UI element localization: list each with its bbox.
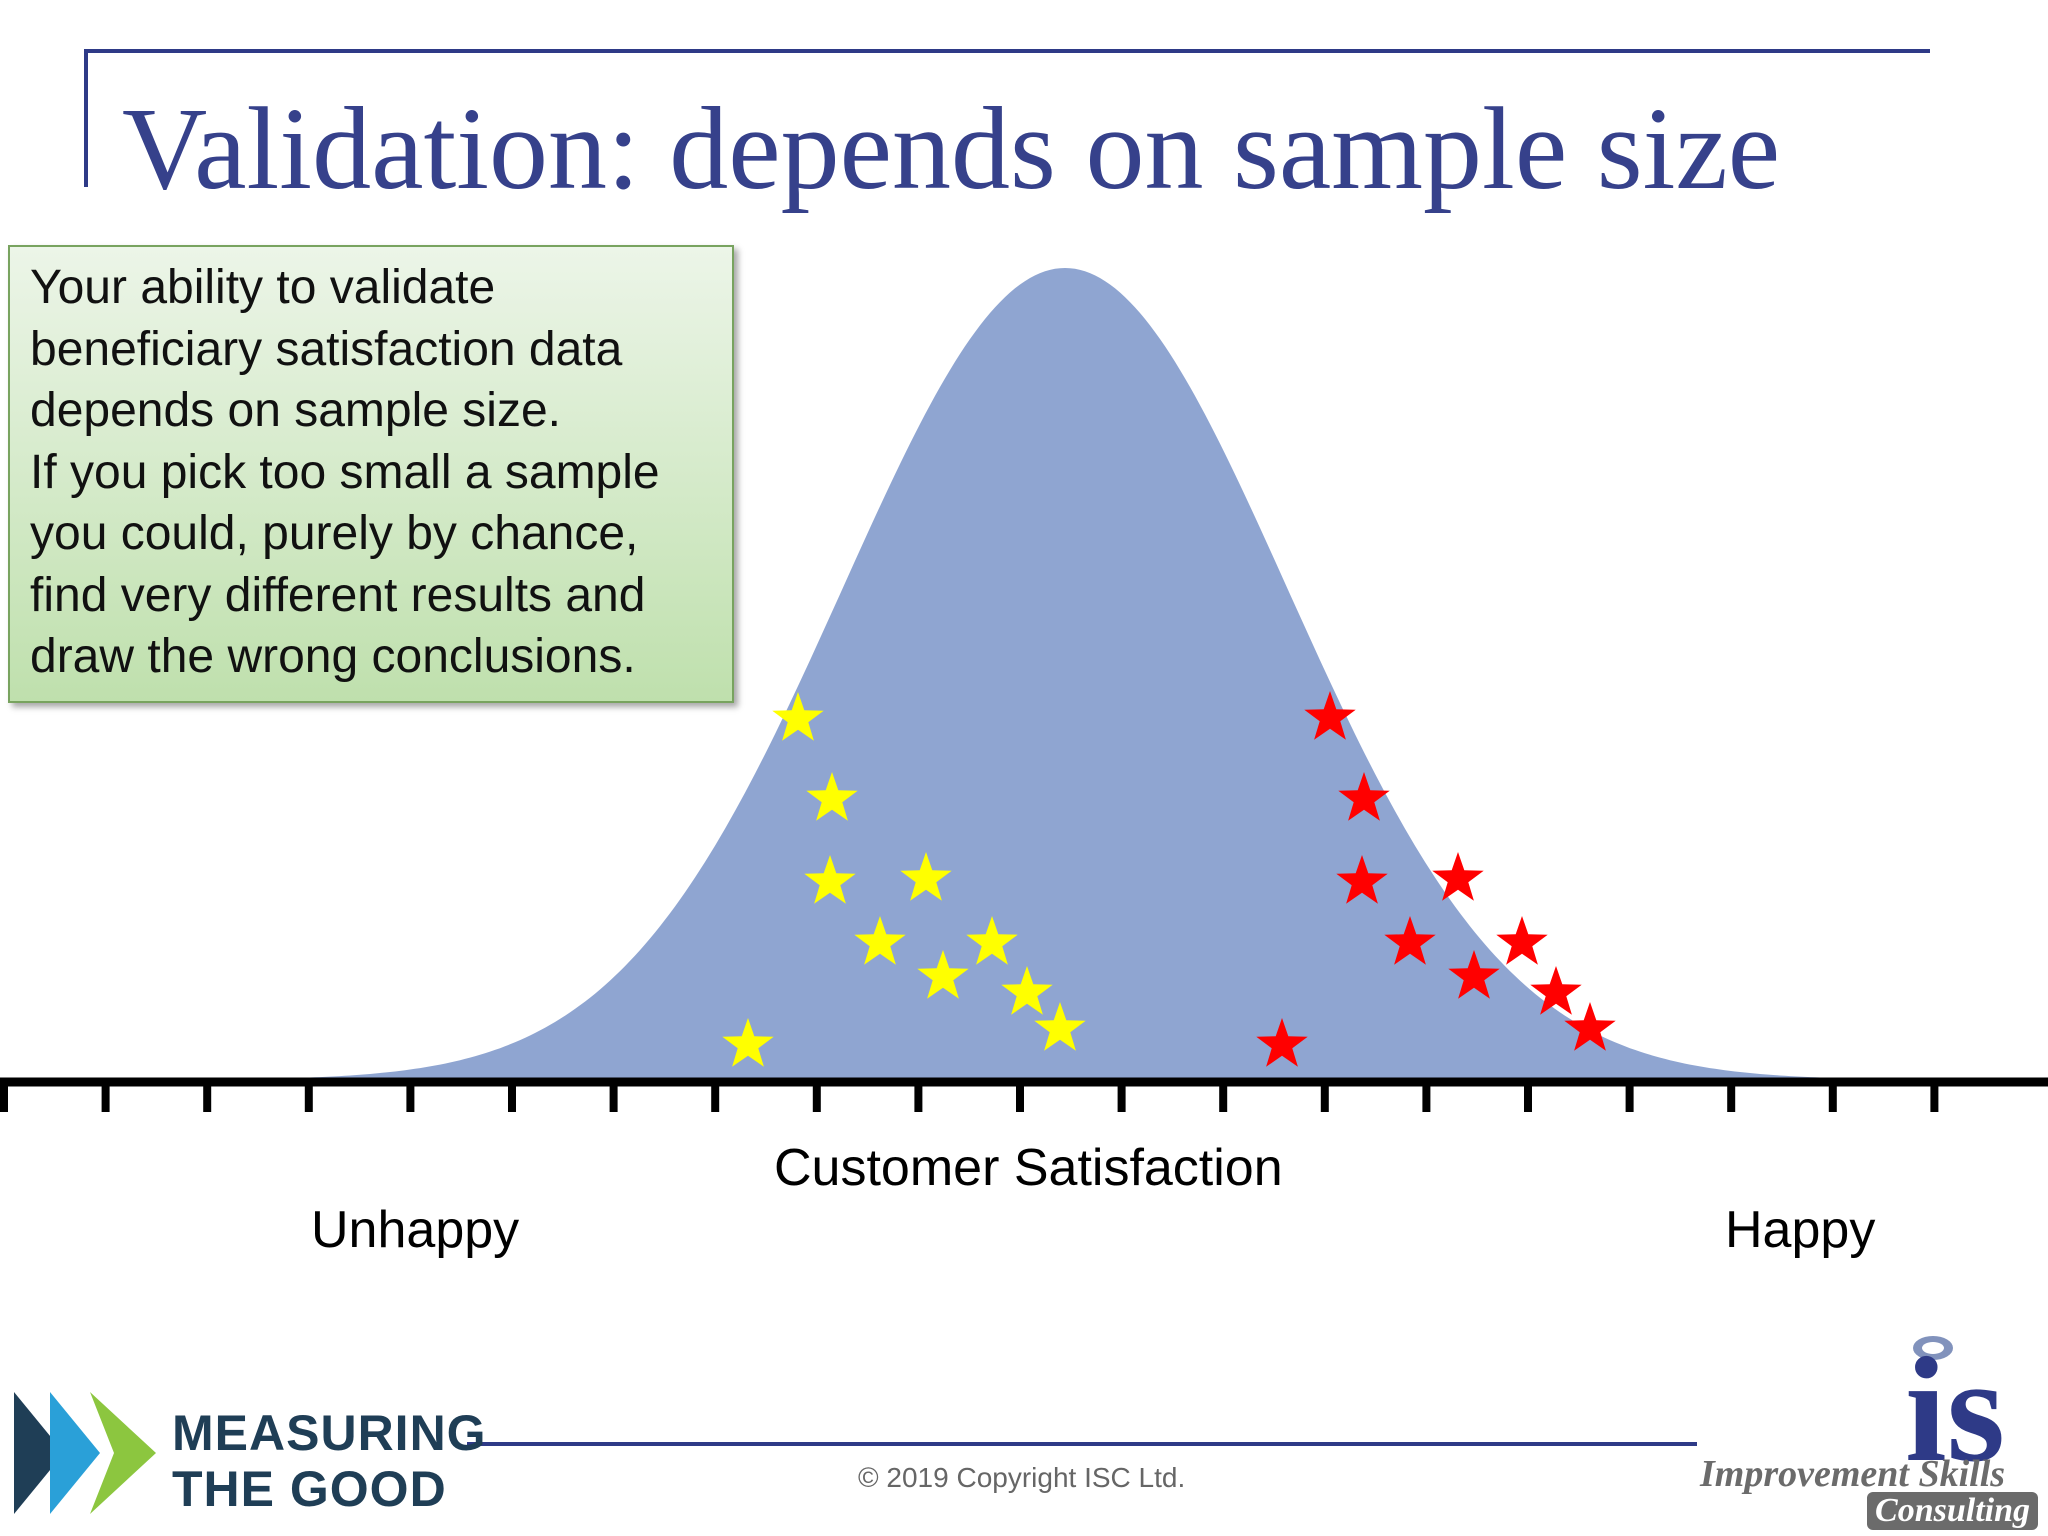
red-sample-star	[1304, 691, 1356, 740]
red-sample-star	[1564, 1002, 1616, 1051]
yellow-sample-star	[854, 916, 906, 965]
red-sample-star	[1256, 1018, 1308, 1067]
yellow-sample-star	[917, 950, 969, 999]
yellow-sample-star	[804, 855, 856, 904]
callout-line: beneficiary satisfaction data	[30, 322, 623, 376]
title-frame-left	[84, 49, 88, 187]
slide-title: Validation: depends on sample size	[122, 83, 1781, 214]
yellow-sample-star	[722, 1018, 774, 1067]
logo-text-line2: THE GOOD	[172, 1461, 447, 1517]
chevron-arrows-icon	[14, 1392, 156, 1514]
improvement-skills-consulting-logo: is Improvement Skills Consulting	[1690, 1320, 2048, 1536]
sample-stars	[722, 691, 1616, 1067]
red-sample-star	[1432, 852, 1484, 901]
is-monogram-icon: is	[1905, 1328, 2005, 1478]
red-sample-star	[1336, 855, 1388, 904]
yellow-sample-star	[966, 916, 1018, 965]
red-sample-star	[1530, 966, 1582, 1015]
red-sample-star	[1448, 950, 1500, 999]
logo-mark-text: is	[1905, 1328, 2005, 1478]
callout-line: If you pick too small a sample	[30, 445, 660, 499]
axis-right-end-label: Happy	[1725, 1201, 1876, 1259]
title-frame-top	[84, 49, 1930, 53]
copyright-text: © 2019 Copyright ISC Ltd.	[858, 1462, 1186, 1493]
callout-line: Your ability to validate	[30, 261, 496, 314]
measuring-the-good-logo: MEASURING THE GOOD	[4, 1376, 486, 1532]
axis-title: Customer Satisfaction	[774, 1139, 1283, 1197]
callout-line: draw the wrong conclusions.	[30, 630, 636, 683]
logo-text-line1: MEASURING	[172, 1405, 487, 1461]
red-sample-star	[1384, 916, 1436, 965]
yellow-sample-star	[1001, 966, 1053, 1015]
yellow-sample-star	[806, 772, 858, 821]
axis-left-end-label: Unhappy	[311, 1201, 520, 1259]
yellow-sample-star	[772, 692, 824, 741]
explanation-callout: Your ability to validate beneficiary sat…	[8, 245, 734, 703]
red-sample-star	[1496, 916, 1548, 965]
yellow-sample-star	[900, 852, 952, 901]
callout-line: find very different results and	[30, 568, 646, 622]
callout-line: you could, purely by chance,	[30, 507, 639, 560]
logo-name-line2: Consulting	[1867, 1492, 2038, 1530]
red-sample-star	[1338, 772, 1390, 821]
footer-divider	[467, 1442, 1697, 1446]
yellow-sample-star	[1034, 1002, 1086, 1051]
bell-curve	[300, 268, 1935, 1080]
satisfaction-axis	[0, 1077, 2048, 1112]
callout-line: depends on sample size.	[30, 384, 561, 437]
logo-name-line1: Improvement Skills	[1700, 1453, 2006, 1495]
